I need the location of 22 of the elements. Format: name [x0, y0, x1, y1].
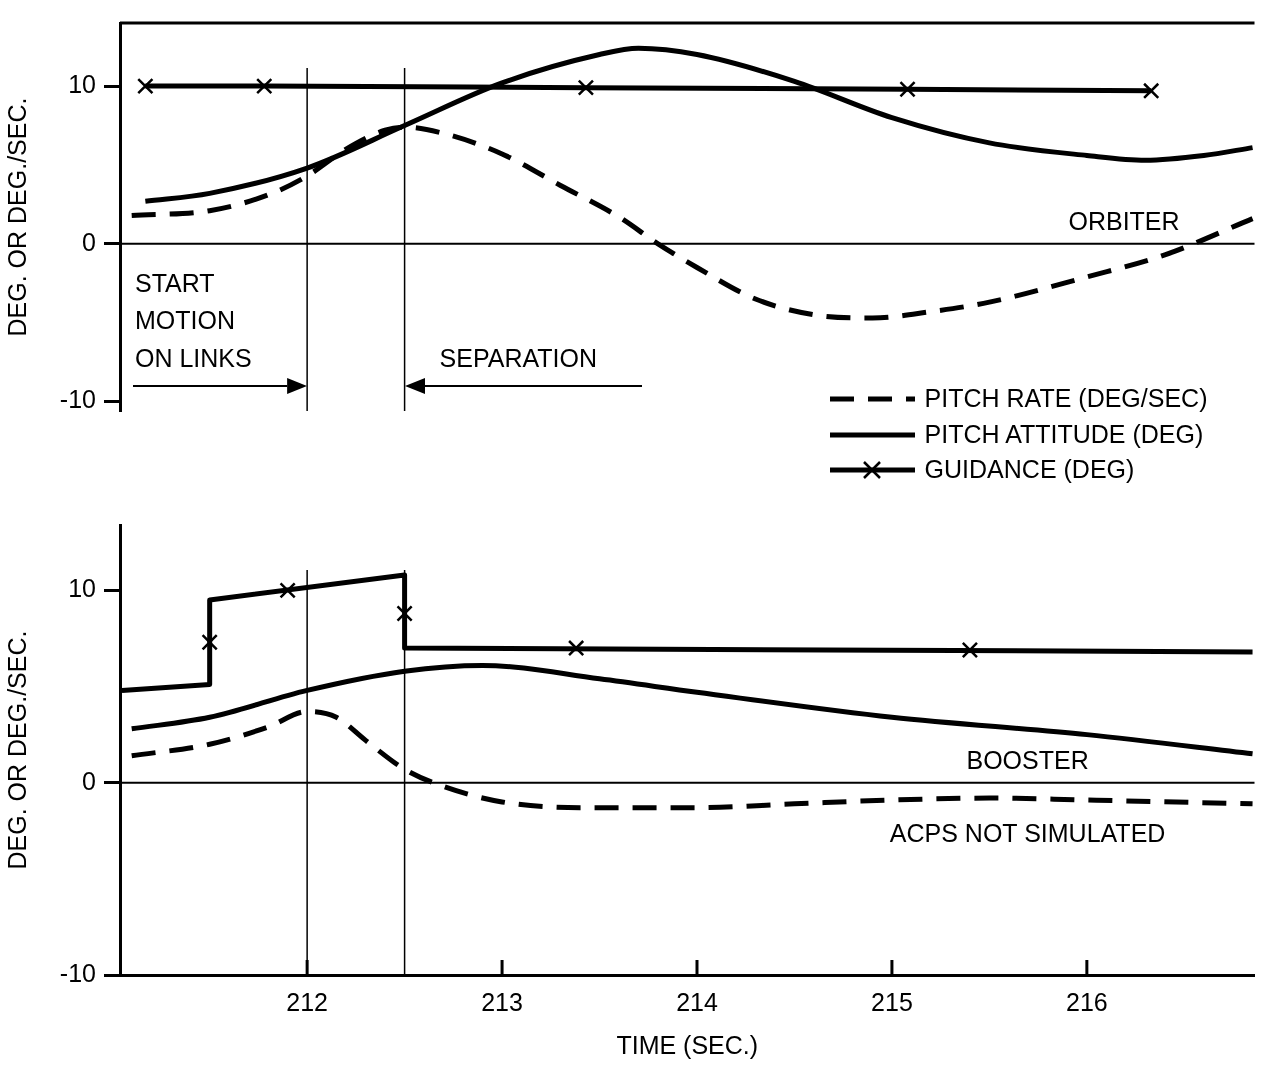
x-axis-title: TIME (SEC.) [616, 1030, 759, 1059]
y-tick-label: -10 [59, 958, 96, 987]
legend-label: GUIDANCE (DEG) [924, 454, 1135, 486]
y-axis-title: DEG. OR DEG./SEC. [2, 630, 31, 870]
x-tick-label: 212 [286, 987, 328, 1016]
x-tick-label: 214 [676, 987, 718, 1016]
y-tick-label: 10 [68, 574, 96, 603]
ref-line-label: START MOTION ON LINKS [135, 268, 252, 372]
y-tick-label: 0 [82, 766, 96, 795]
legend-label: PITCH ATTITUDE (DEG) [924, 418, 1204, 450]
annotation: BOOSTER [966, 745, 1089, 774]
x-tick-label: 213 [481, 987, 523, 1016]
y-axis-title: DEG. OR DEG./SEC. [2, 97, 31, 337]
annotation: ORBITER [1068, 206, 1180, 235]
legend-label: PITCH RATE (DEG/SEC) [924, 383, 1208, 415]
y-tick-label: 10 [68, 69, 96, 98]
ref-line-label: SEPARATION [439, 343, 598, 372]
y-tick-label: 0 [82, 227, 96, 256]
y-tick-label: -10 [59, 385, 96, 414]
x-tick-label: 215 [871, 987, 913, 1016]
x-tick-label: 216 [1066, 987, 1108, 1016]
annotation: ACPS NOT SIMULATED [889, 818, 1166, 847]
